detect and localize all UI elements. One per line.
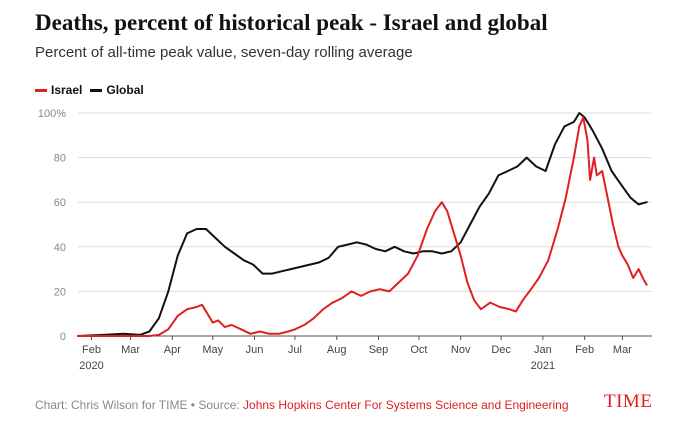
y-tick-label: 100% bbox=[38, 108, 66, 120]
y-tick-label: 60 bbox=[54, 197, 66, 209]
y-tick-label: 80 bbox=[54, 153, 66, 165]
legend-swatch-israel bbox=[35, 88, 47, 92]
x-tick-label: Jun bbox=[246, 344, 264, 356]
x-tick-label: Mar bbox=[613, 344, 632, 356]
source-link[interactable]: Johns Hopkins Center For Systems Science… bbox=[243, 398, 569, 412]
legend-item-global: Global bbox=[90, 83, 144, 97]
y-tick-label: 0 bbox=[60, 331, 66, 343]
chart-footer: Chart: Chris Wilson for TIME • Source: J… bbox=[35, 398, 569, 412]
legend-label-global: Global bbox=[106, 83, 144, 97]
legend-label-israel: Israel bbox=[51, 83, 83, 97]
line-chart: 0 20 40 60 80 100% Feb 2020 Mar Apr May Jun Jul Aug Se… bbox=[38, 108, 652, 372]
x-tick-label: Mar bbox=[121, 344, 140, 356]
credit-text: Chart: Chris Wilson for TIME • Source: bbox=[35, 398, 244, 412]
x-tick-label: Sep bbox=[369, 344, 389, 356]
series-line-global bbox=[77, 112, 648, 337]
x-tick-label: Jul bbox=[288, 344, 302, 356]
x-tick-year-label: 2020 bbox=[79, 360, 103, 372]
x-tick-label: Oct bbox=[410, 344, 427, 356]
x-tick-label: Dec bbox=[491, 344, 511, 356]
chart-title: Deaths, percent of historical peak - Isr… bbox=[35, 10, 548, 35]
series-line-israel bbox=[77, 116, 648, 337]
chart-subtitle: Percent of all-time peak value, seven-da… bbox=[35, 44, 413, 61]
legend-item-israel: Israel bbox=[35, 83, 82, 97]
x-tick-label: Feb bbox=[82, 344, 101, 356]
y-tick-label: 20 bbox=[54, 286, 66, 298]
x-tick-label: Feb bbox=[575, 344, 594, 356]
x-tick-label: Nov bbox=[451, 344, 471, 356]
x-tick-label: Jan bbox=[534, 344, 552, 356]
x-tick-year-label: 2021 bbox=[531, 360, 555, 372]
legend: Israel Global bbox=[35, 83, 152, 97]
time-logo: TIME bbox=[604, 391, 653, 412]
x-tick-label: May bbox=[202, 344, 223, 356]
legend-swatch-global bbox=[90, 88, 103, 92]
x-tick-label: Apr bbox=[164, 344, 181, 356]
x-tick-label: Aug bbox=[327, 344, 347, 356]
y-tick-label: 40 bbox=[54, 242, 66, 254]
